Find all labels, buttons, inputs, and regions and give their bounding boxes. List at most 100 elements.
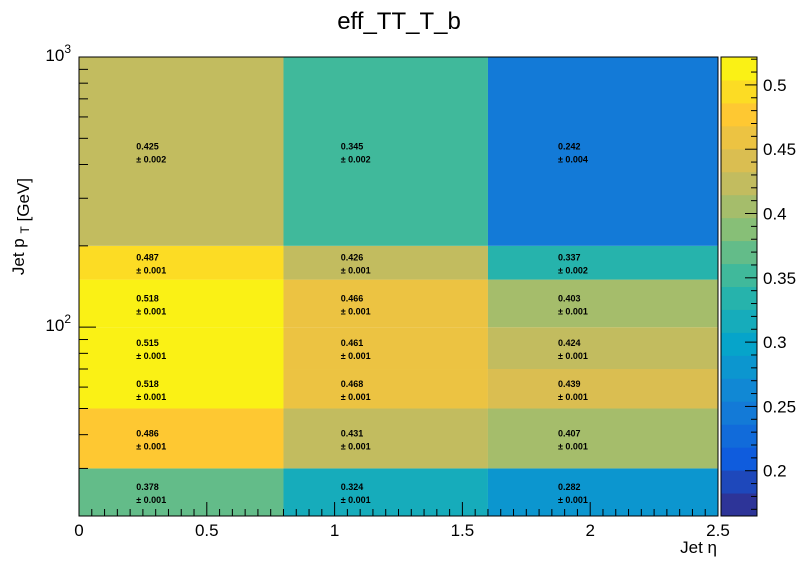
cell-value-label: 0.378 — [136, 482, 159, 492]
cell-error-label: ± 0.001 — [558, 392, 588, 402]
colorbar-band — [721, 424, 757, 448]
cell-error-label: ± 0.001 — [558, 306, 588, 316]
colorbar-band — [721, 493, 757, 517]
heatmap-cell — [487, 327, 718, 370]
cell-value-label: 0.324 — [341, 482, 364, 492]
cell-error-label: ± 0.001 — [558, 351, 588, 361]
cell-value-label: 0.242 — [558, 141, 581, 151]
x-tick-label: 0.5 — [195, 521, 219, 540]
x-tick-label: 2 — [585, 521, 594, 540]
heatmap-cell — [79, 468, 284, 516]
x-tick-label: 2.5 — [706, 521, 730, 540]
colorbar-band — [721, 355, 757, 379]
cell-error-label: ± 0.001 — [558, 441, 588, 451]
y-axis-title-unit: [GeV] — [14, 178, 33, 221]
colorbar: 0.2 0.25 0.3 0.35 0.4 0.45 0.5 — [720, 56, 796, 517]
cell-value-label: 0.461 — [341, 338, 364, 348]
colorbar-tick-label: 0.2 — [763, 462, 787, 481]
colorbar-band — [721, 102, 757, 127]
x-tick-label: 0 — [74, 521, 83, 540]
cell-value-label: 0.431 — [341, 428, 364, 438]
y-axis-title-main: Jet p — [9, 238, 28, 275]
x-axis-title: Jet η — [680, 538, 717, 557]
x-tick-label: 1.5 — [451, 521, 475, 540]
cell-value-label: 0.337 — [558, 253, 581, 263]
cell-error-label: ± 0.001 — [136, 351, 166, 361]
cell-value-label: 0.486 — [136, 428, 159, 438]
colorbar-tick-label: 0.45 — [763, 140, 796, 159]
cell-error-label: ± 0.001 — [341, 306, 371, 316]
cell-error-label: ± 0.001 — [136, 495, 166, 505]
cell-value-label: 0.466 — [341, 293, 364, 303]
y-axis: 102 103 — [45, 42, 96, 517]
cell-value-label: 0.424 — [558, 338, 581, 348]
svg-text:Jet p T [G: Jet p T [GeV] — [9, 178, 33, 275]
colorbar-band — [721, 309, 757, 333]
heatmap-cell — [283, 327, 488, 370]
heatmap-cell — [79, 245, 284, 280]
heatmap-cell — [79, 408, 284, 469]
colorbar-tick-label: 0.3 — [763, 333, 787, 352]
colorbar-band — [721, 240, 757, 265]
y-axis-title-subscript: T — [18, 226, 32, 234]
cell-value-label: 0.515 — [136, 338, 159, 348]
cell-value-label: 0.282 — [558, 482, 581, 492]
colorbar-band — [721, 217, 757, 242]
colorbar-tick-label: 0.4 — [763, 205, 787, 224]
heatmap-cell — [283, 468, 488, 516]
y-tick-label: 103 — [45, 42, 71, 65]
cell-value-label: 0.487 — [136, 253, 159, 263]
heatmap-cells — [79, 57, 718, 516]
colorbar-tick-label: 0.5 — [763, 76, 787, 95]
colorbar-band — [721, 171, 757, 196]
cell-error-label: ± 0.001 — [558, 495, 588, 505]
colorbar-band — [721, 125, 757, 150]
colorbar-band — [721, 194, 757, 219]
colorbar-band — [721, 447, 757, 471]
cell-error-label: ± 0.001 — [341, 266, 371, 276]
heatmap-cell — [487, 57, 718, 246]
chart-title: eff_TT_T_b — [337, 8, 461, 35]
heatmap-cell — [487, 369, 718, 409]
cell-error-label: ± 0.001 — [341, 392, 371, 402]
colorbar-band — [721, 332, 757, 356]
x-tick-label: 1 — [330, 521, 339, 540]
cell-error-label: ± 0.002 — [341, 154, 371, 164]
cell-error-label: ± 0.004 — [558, 154, 588, 164]
cell-value-label: 0.403 — [558, 293, 581, 303]
cell-error-label: ± 0.002 — [136, 154, 166, 164]
heatmap-cell — [283, 408, 488, 469]
cell-error-label: ± 0.001 — [341, 495, 371, 505]
colorbar-band — [721, 79, 757, 104]
y-tick-label: 102 — [45, 312, 71, 335]
cell-value-label: 0.425 — [136, 141, 159, 151]
cell-value-label: 0.345 — [341, 141, 364, 151]
cell-value-label: 0.518 — [136, 379, 159, 389]
heatmap-cell — [79, 369, 284, 409]
cell-value-label: 0.439 — [558, 379, 581, 389]
cell-error-label: ± 0.001 — [341, 351, 371, 361]
heatmap-cell — [283, 57, 488, 246]
heatmap-cell — [79, 57, 284, 246]
colorbar-band — [721, 286, 757, 310]
heatmap-cell — [79, 327, 284, 370]
cell-error-label: ± 0.002 — [558, 266, 588, 276]
heatmap-cell — [283, 245, 488, 280]
heatmap-cell — [487, 245, 718, 280]
colorbar-frame — [720, 56, 758, 517]
cell-value-label: 0.407 — [558, 428, 581, 438]
colorbar-band — [721, 378, 757, 402]
cell-error-label: ± 0.001 — [341, 441, 371, 451]
cell-error-label: ± 0.001 — [136, 306, 166, 316]
x-axis: 0 0.5 1 1.5 2 2.5 — [74, 502, 730, 540]
colorbar-tick-label: 0.35 — [763, 269, 796, 288]
cell-error-label: ± 0.001 — [136, 392, 166, 402]
heatmap-cell — [487, 408, 718, 469]
heatmap-cell — [487, 468, 718, 516]
cell-value-label: 0.518 — [136, 293, 159, 303]
heatmap-cell — [487, 279, 718, 328]
colorbar-band — [721, 148, 757, 173]
heatmap-cell — [79, 279, 284, 328]
heatmap-cell-labels: 0.378 ± 0.001 0.324 ± 0.001 0.282 ± 0.001 0.48… — [136, 141, 588, 505]
